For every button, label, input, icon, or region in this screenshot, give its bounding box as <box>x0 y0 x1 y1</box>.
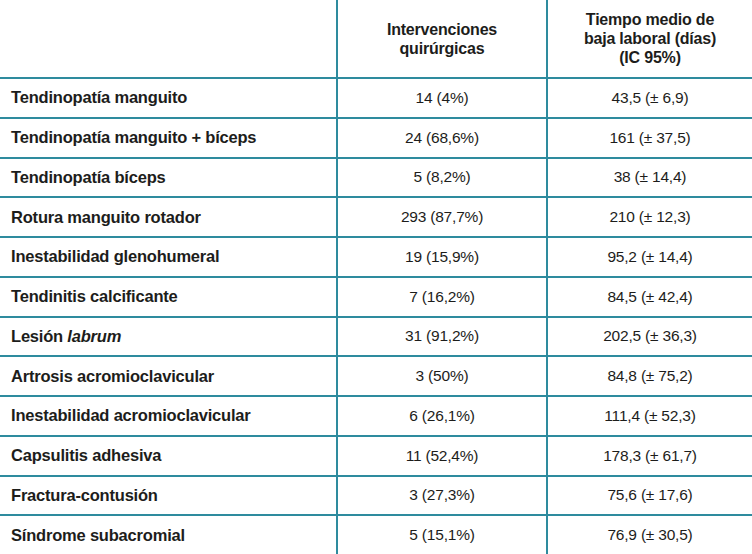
row-label: Artrosis acromioclavicular <box>11 367 214 386</box>
days-value: 111,4 (± 52,3) <box>546 397 752 435</box>
interventions-value: 7 (16,2%) <box>336 278 546 316</box>
row-label-text: Tendinitis calcificante <box>11 287 178 305</box>
table-row: Tendinopatía manguito 14 (4%) 43,5 (± 6,… <box>0 77 752 117</box>
table-row: Tendinopatía bíceps 5 (8,2%) 38 (± 14,4) <box>0 157 752 197</box>
days-value: 38 (± 14,4) <box>546 159 752 197</box>
days-value: 178,3 (± 61,7) <box>546 437 752 475</box>
header-line: (IC 95%) <box>619 48 681 67</box>
condition-cell: Síndrome subacromial <box>0 516 336 554</box>
header-line: baja laboral (días) <box>584 29 716 48</box>
interventions-value: 3 (50%) <box>336 357 546 395</box>
row-label: Rotura manguito rotador <box>11 208 201 227</box>
condition-cell: Inestabilidad acromioclavicular <box>0 397 336 435</box>
condition-cell: Inestabilidad glenohumeral <box>0 238 336 276</box>
row-label: Inestabilidad acromioclavicular <box>11 406 251 425</box>
row-label: Tendinopatía manguito + bíceps <box>11 128 256 147</box>
row-label: Capsulitis adhesiva <box>11 446 161 465</box>
header-interventions-cell: Intervenciones quirúrgicas <box>336 0 546 77</box>
row-label-text: Síndrome subacromial <box>11 526 185 544</box>
row-label-text: Artrosis acromioclavicular <box>11 367 214 385</box>
row-label: Tendinopatía bíceps <box>11 168 166 187</box>
interventions-value: 11 (52,4%) <box>336 437 546 475</box>
row-label: Lesión labrum <box>11 327 121 346</box>
condition-cell: Tendinopatía manguito <box>0 79 336 117</box>
condition-cell: Lesión labrum <box>0 318 336 356</box>
interventions-value: 6 (26,1%) <box>336 397 546 435</box>
condition-cell: Artrosis acromioclavicular <box>0 357 336 395</box>
table-row: Síndrome subacromial 5 (15,1%) 76,9 (± 3… <box>0 514 752 554</box>
row-label-text: Tendinopatía manguito + bíceps <box>11 128 256 146</box>
row-label-text: Fractura-contusión <box>11 486 158 504</box>
days-value: 84,8 (± 75,2) <box>546 357 752 395</box>
days-value: 84,5 (± 42,4) <box>546 278 752 316</box>
row-label-text: Inestabilidad glenohumeral <box>11 247 219 265</box>
condition-cell: Tendinopatía manguito + bíceps <box>0 119 336 157</box>
condition-cell: Capsulitis adhesiva <box>0 437 336 475</box>
row-label: Síndrome subacromial <box>11 526 185 545</box>
table-row: Capsulitis adhesiva 11 (52,4%) 178,3 (± … <box>0 435 752 475</box>
table-row: Lesión labrum 31 (91,2%) 202,5 (± 36,3) <box>0 316 752 356</box>
interventions-value: 19 (15,9%) <box>336 238 546 276</box>
row-label-text: Tendinopatía bíceps <box>11 168 166 186</box>
row-label-text: Capsulitis adhesiva <box>11 446 161 464</box>
row-label: Inestabilidad glenohumeral <box>11 247 219 266</box>
days-value: 95,2 (± 14,4) <box>546 238 752 276</box>
table-row: Inestabilidad acromioclavicular 6 (26,1%… <box>0 395 752 435</box>
interventions-value: 24 (68,6%) <box>336 119 546 157</box>
days-value: 161 (± 37,5) <box>546 119 752 157</box>
header-line: quirúrgicas <box>400 39 485 58</box>
row-label-text: Lesión <box>11 327 67 345</box>
days-value: 43,5 (± 6,9) <box>546 79 752 117</box>
row-label-text: Rotura manguito rotador <box>11 208 201 226</box>
row-label-text: Inestabilidad acromioclavicular <box>11 406 251 424</box>
condition-cell: Tendinopatía bíceps <box>0 159 336 197</box>
table-header-row: Intervenciones quirúrgicas Tiempo medio … <box>0 0 752 77</box>
row-label-text: Tendinopatía manguito <box>11 88 187 106</box>
interventions-value: 14 (4%) <box>336 79 546 117</box>
table-row: Tendinitis calcificante 7 (16,2%) 84,5 (… <box>0 276 752 316</box>
interventions-value: 293 (87,7%) <box>336 198 546 236</box>
days-value: 210 (± 12,3) <box>546 198 752 236</box>
interventions-value: 5 (15,1%) <box>336 516 546 554</box>
interventions-value: 3 (27,3%) <box>336 477 546 515</box>
table-row: Inestabilidad glenohumeral 19 (15,9%) 95… <box>0 236 752 276</box>
header-line: Intervenciones <box>387 20 497 39</box>
surgical-interventions-table: Intervenciones quirúrgicas Tiempo medio … <box>0 0 752 554</box>
condition-cell: Tendinitis calcificante <box>0 278 336 316</box>
row-label: Tendinitis calcificante <box>11 287 178 306</box>
condition-cell: Rotura manguito rotador <box>0 198 336 236</box>
row-label: Fractura-contusión <box>11 486 158 505</box>
header-condition-cell <box>0 0 336 77</box>
row-label-italic: labrum <box>67 327 121 345</box>
table-row: Tendinopatía manguito + bíceps 24 (68,6%… <box>0 117 752 157</box>
days-value: 75,6 (± 17,6) <box>546 477 752 515</box>
table-row: Fractura-contusión 3 (27,3%) 75,6 (± 17,… <box>0 475 752 515</box>
header-days-cell: Tiempo medio de baja laboral (días) (IC … <box>546 0 752 77</box>
table-row: Artrosis acromioclavicular 3 (50%) 84,8 … <box>0 355 752 395</box>
days-value: 202,5 (± 36,3) <box>546 318 752 356</box>
table-row: Rotura manguito rotador 293 (87,7%) 210 … <box>0 196 752 236</box>
condition-cell: Fractura-contusión <box>0 477 336 515</box>
row-label: Tendinopatía manguito <box>11 88 187 107</box>
interventions-value: 5 (8,2%) <box>336 159 546 197</box>
days-value: 76,9 (± 30,5) <box>546 516 752 554</box>
header-line: Tiempo medio de <box>586 10 714 29</box>
interventions-value: 31 (91,2%) <box>336 318 546 356</box>
